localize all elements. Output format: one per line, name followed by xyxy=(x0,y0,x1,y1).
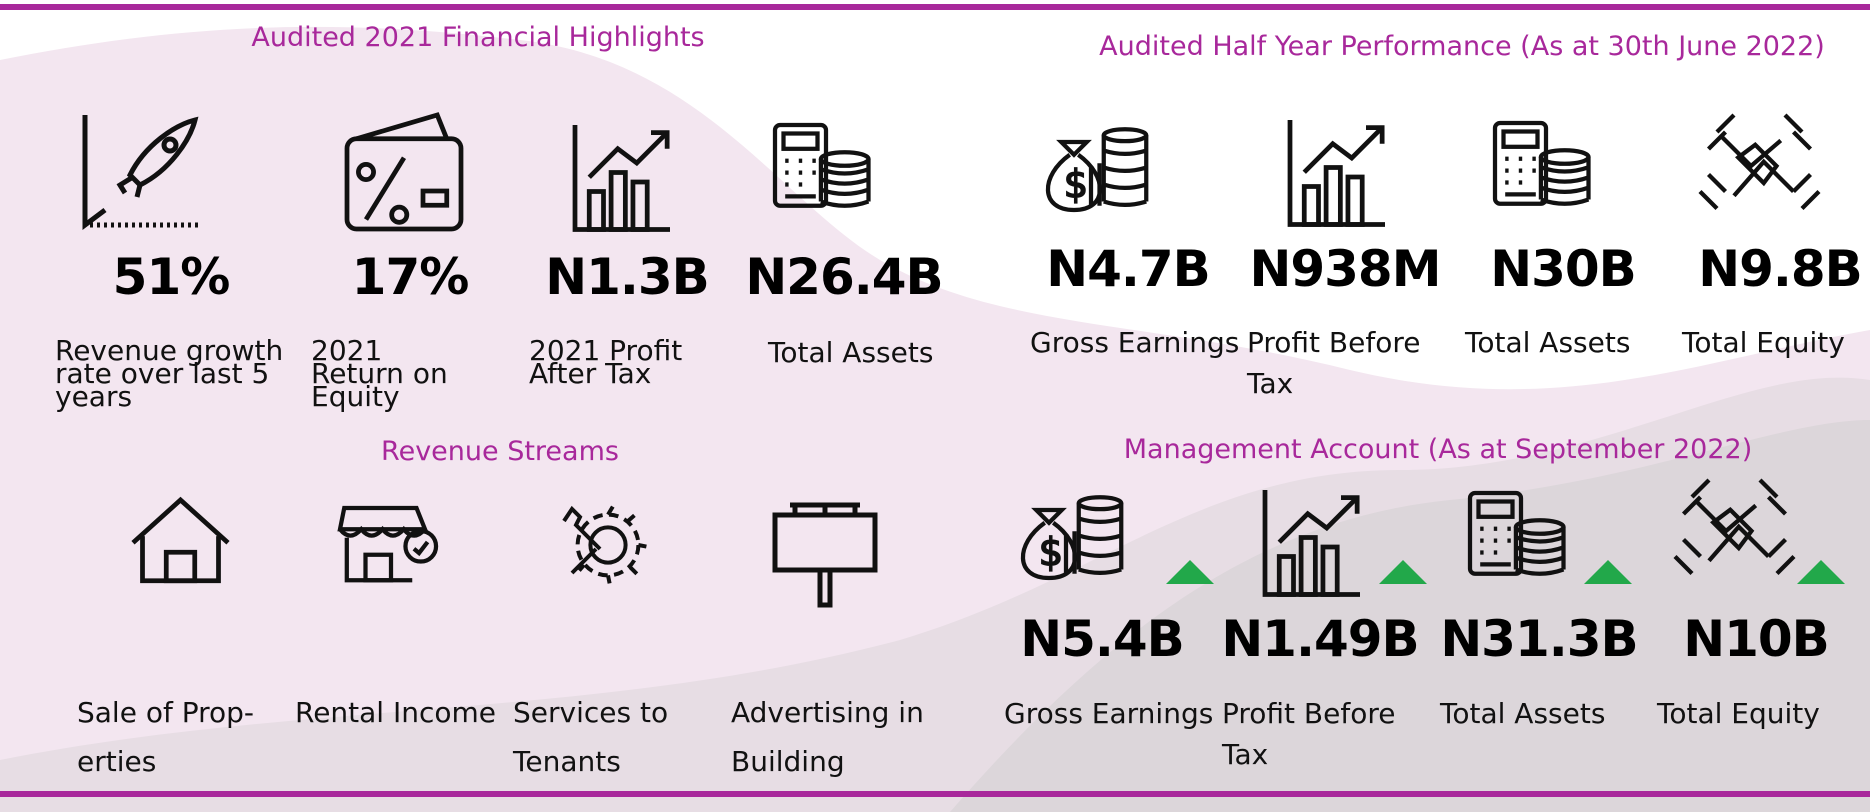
chart-icon xyxy=(1262,490,1361,597)
money-bag-icon: $ xyxy=(1045,127,1149,213)
chart-icon xyxy=(572,125,671,232)
section-title: Management Account (As at September 2022… xyxy=(1123,434,1753,465)
kpi-value: N10B xyxy=(1683,610,1830,668)
kpi-value: N9.8B xyxy=(1698,240,1863,298)
kpi-value: N938M xyxy=(1249,240,1442,298)
handshake-icon xyxy=(1673,478,1796,576)
bottom-rule xyxy=(0,791,1870,797)
gray-wave xyxy=(950,420,1870,812)
shop-icon xyxy=(337,505,439,583)
section-title: Audited Half Year Performance (As at 30t… xyxy=(1099,31,1825,62)
up-arrow xyxy=(1379,560,1427,584)
calculator-icon xyxy=(1467,490,1566,576)
section-title: Audited 2021 Financial Highlights xyxy=(251,22,705,53)
chart-icon xyxy=(1287,120,1386,227)
kpi-label: Services to Tenants xyxy=(513,696,669,778)
icons: $$ xyxy=(82,112,1821,608)
up-arrow xyxy=(1797,560,1845,584)
calculator-icon xyxy=(1492,120,1591,206)
up-arrow xyxy=(1166,560,1214,584)
billboard-icon xyxy=(772,502,878,608)
svg-text:$: $ xyxy=(1064,162,1088,207)
kpi-value: N1.49B xyxy=(1221,610,1419,668)
kpi-label: Gross Earnings xyxy=(1030,326,1240,359)
kpi-value: N31.3B xyxy=(1440,610,1638,668)
kpi-value: N30B xyxy=(1490,240,1637,298)
kpi-label: Total Equity xyxy=(1682,326,1845,359)
kpi-label: Total Assets xyxy=(1440,697,1606,730)
kpi-label: Total Equity xyxy=(1657,697,1820,730)
up-arrows xyxy=(1166,560,1845,584)
kpi-value: 17% xyxy=(351,248,470,306)
kpi-label: Profit Before Tax xyxy=(1222,697,1396,771)
kpi-label: Sale of Prop- erties xyxy=(77,696,255,778)
svg-text:$: $ xyxy=(1039,530,1063,575)
money-bag-icon: $ xyxy=(1020,495,1124,581)
kpi-value: N4.7B xyxy=(1046,240,1211,298)
kpi-value: N5.4B xyxy=(1020,610,1185,668)
kpi-label: Total Assets xyxy=(1465,326,1631,359)
kpi-label: 2021 Return on Equity xyxy=(311,334,448,413)
kpi-label: 2021 Profit After Tax xyxy=(529,334,683,390)
handshake-icon xyxy=(1698,113,1821,211)
gear-icon xyxy=(562,505,647,584)
kpi-label: Total Assets xyxy=(768,336,934,369)
kpi-value: 51% xyxy=(112,248,231,306)
section-title: Revenue Streams xyxy=(381,436,619,467)
house-icon xyxy=(131,496,230,584)
kpi-label: Rental Income xyxy=(295,696,497,729)
kpi-label: Advertising in Building xyxy=(731,696,924,778)
wallet-icon xyxy=(344,112,464,232)
rocket-icon xyxy=(82,115,200,230)
kpi-label: Revenue growth rate over last 5 years xyxy=(55,334,284,413)
kpi-value: N1.3B xyxy=(545,248,710,306)
up-arrow xyxy=(1584,560,1632,584)
kpi-label: Gross Earnings xyxy=(1004,697,1214,730)
top-rule xyxy=(0,4,1870,10)
calculator-icon xyxy=(772,122,871,208)
kpi-label: Profit Before Tax xyxy=(1247,326,1421,400)
kpi-value: N26.4B xyxy=(745,248,943,306)
